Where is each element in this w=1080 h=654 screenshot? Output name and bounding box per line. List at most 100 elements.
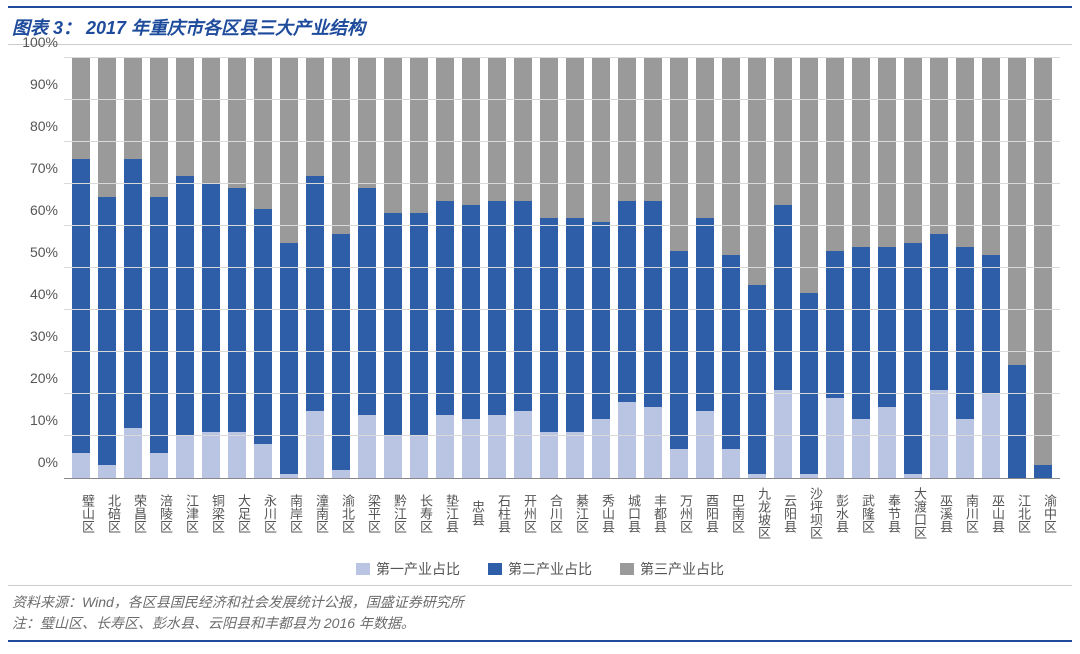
grid-line: [64, 351, 1060, 352]
x-axis-category: 北碚区: [94, 483, 120, 543]
bar-segment: [72, 453, 90, 478]
legend-label: 第一产业占比: [376, 559, 460, 579]
x-axis-category: 大渡口区: [900, 483, 926, 543]
x-axis-category: 彭水县: [822, 483, 848, 543]
bar-segment: [566, 218, 584, 432]
bar-segment: [566, 58, 584, 218]
bar: [852, 58, 870, 478]
bar-segment: [306, 411, 324, 478]
bar-segment: [852, 419, 870, 478]
bar-column: [640, 58, 666, 478]
legend-item: 第三产业占比: [620, 559, 724, 579]
grid-line: [64, 393, 1060, 394]
bar-segment: [826, 398, 844, 478]
bar-segment: [228, 432, 246, 478]
bar: [280, 58, 298, 478]
bar-segment: [696, 218, 714, 411]
bar-segment: [982, 394, 1000, 478]
bar-segment: [306, 176, 324, 411]
bar: [98, 58, 116, 478]
bar: [150, 58, 168, 478]
bar-segment: [384, 213, 402, 436]
bar-column: [302, 58, 328, 478]
bar-segment: [592, 58, 610, 222]
bar-segment: [800, 474, 818, 478]
x-axis-category: 綦江区: [562, 483, 588, 543]
bar-segment: [670, 58, 688, 251]
legend-label: 第二产业占比: [508, 559, 592, 579]
bar-segment: [878, 58, 896, 247]
grid-line: [64, 267, 1060, 268]
grid-line: [64, 183, 1060, 184]
bar-column: [432, 58, 458, 478]
y-axis-label: 0%: [16, 454, 58, 470]
bar-segment: [878, 247, 896, 407]
bar: [800, 58, 818, 478]
bar: [878, 58, 896, 478]
x-axis-category: 丰都县: [640, 483, 666, 543]
bar-segment: [436, 201, 454, 415]
bar-column: [926, 58, 952, 478]
bar: [514, 58, 532, 478]
x-axis-category: 武隆区: [848, 483, 874, 543]
bar-segment: [462, 419, 480, 478]
bar-segment: [280, 474, 298, 478]
x-axis-category: 黔江区: [380, 483, 406, 543]
bar-segment: [72, 58, 90, 159]
bar-column: [406, 58, 432, 478]
bar-segment: [488, 58, 506, 201]
legend: 第一产业占比 第二产业占比 第三产业占比: [8, 543, 1072, 585]
bar-segment: [150, 58, 168, 197]
bar: [748, 58, 766, 478]
bar: [384, 58, 402, 478]
x-axis-category: 潼南区: [302, 483, 328, 543]
x-axis-category: 云阳县: [770, 483, 796, 543]
bar-segment: [514, 58, 532, 201]
bar: [202, 58, 220, 478]
bar-column: [562, 58, 588, 478]
bar-segment: [1034, 58, 1052, 465]
bar-segment: [930, 58, 948, 234]
bar: [644, 58, 662, 478]
bar-segment: [98, 465, 116, 478]
bar: [358, 58, 376, 478]
bar-segment: [150, 197, 168, 453]
bar-segment: [722, 255, 740, 448]
bar-segment: [358, 188, 376, 415]
y-axis-label: 10%: [16, 412, 58, 428]
bar-segment: [124, 159, 142, 428]
bar: [462, 58, 480, 478]
bar-segment: [410, 58, 428, 213]
bar: [306, 58, 324, 478]
bar-segment: [800, 58, 818, 293]
bar: [540, 58, 558, 478]
bar-segment: [514, 411, 532, 478]
bar-column: [588, 58, 614, 478]
bar-column: [380, 58, 406, 478]
bar-segment: [332, 58, 350, 234]
x-axis-category: 巫溪县: [926, 483, 952, 543]
bar-segment: [670, 449, 688, 478]
bar: [592, 58, 610, 478]
bar: [774, 58, 792, 478]
bar-column: [198, 58, 224, 478]
x-axis-category: 铜梁区: [198, 483, 224, 543]
bar-column: [1030, 58, 1056, 478]
figure-container: 图表 3： 2017 年重庆市各区县三大产业结构 0%10%20%30%40%5…: [0, 0, 1080, 654]
bar-segment: [384, 436, 402, 478]
x-axis-category: 万州区: [666, 483, 692, 543]
x-axis-category: 九龙坡区: [744, 483, 770, 543]
bar-column: [874, 58, 900, 478]
x-axis-category: 渝北区: [328, 483, 354, 543]
bar-column: [848, 58, 874, 478]
bar-segment: [826, 251, 844, 398]
bar-column: [172, 58, 198, 478]
bar-segment: [254, 209, 272, 444]
bar-segment: [254, 58, 272, 209]
x-axis-category: 石柱县: [484, 483, 510, 543]
bar-column: [224, 58, 250, 478]
bar-segment: [930, 390, 948, 478]
bar-segment: [384, 58, 402, 213]
x-axis-labels: 璧山区北碚区荣昌区涪陵区江津区铜梁区大足区永川区南岸区潼南区渝北区梁平区黔江区长…: [64, 479, 1060, 543]
x-axis-category: 忠县: [458, 483, 484, 543]
